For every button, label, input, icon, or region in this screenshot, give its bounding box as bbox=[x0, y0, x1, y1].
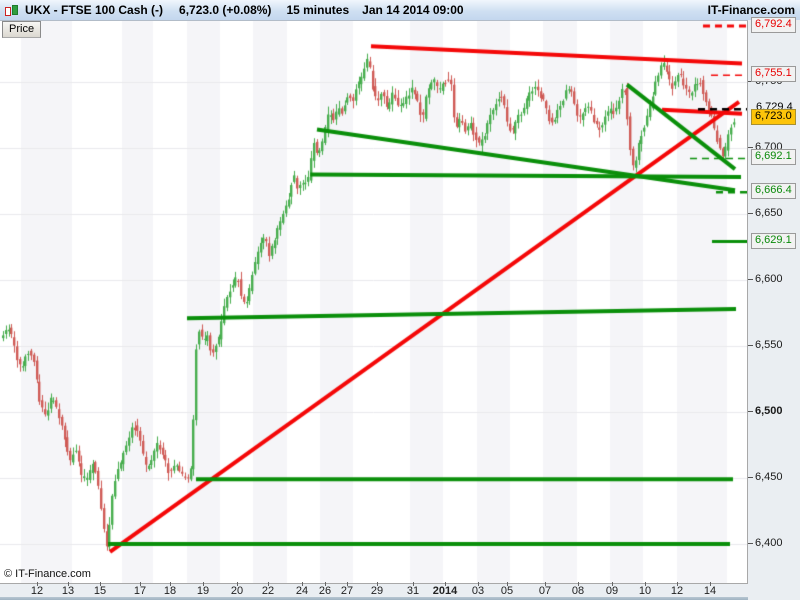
x-axis-date-label: 07 bbox=[538, 585, 552, 597]
y-axis-tick-mark bbox=[748, 81, 753, 82]
x-axis-date-label: 12 bbox=[30, 585, 44, 597]
x-axis-tick-mark bbox=[710, 582, 711, 586]
x-axis-tick-mark bbox=[578, 582, 579, 586]
y-axis-tick-mark bbox=[748, 213, 753, 214]
y-axis-tick-label: 6,400 bbox=[755, 537, 783, 549]
x-axis: 12 13 15 17 18 19 20 22 24 26 27 29 31 2014 03 05 07 08 09… bbox=[0, 582, 748, 597]
y-axis-tick-mark bbox=[748, 477, 753, 478]
x-axis-date-label: 17 bbox=[133, 585, 147, 597]
x-axis-date-label: 10 bbox=[638, 585, 652, 597]
x-axis-tick-mark bbox=[302, 582, 303, 586]
x-axis-date-label: 15 bbox=[93, 585, 107, 597]
y-axis-tick-label: 6,550 bbox=[755, 339, 783, 351]
price-tab[interactable]: Price bbox=[2, 21, 42, 38]
window-bottom-edge bbox=[0, 597, 800, 600]
x-axis-tick-mark bbox=[268, 582, 269, 586]
x-axis-tick-mark bbox=[237, 582, 238, 586]
x-axis-tick-mark bbox=[170, 582, 171, 586]
x-axis-tick-mark bbox=[100, 582, 101, 586]
x-axis-tick-mark bbox=[445, 582, 446, 586]
x-axis-date-label: 03 bbox=[471, 585, 485, 597]
y-axis-gutter: 6,7506,7006,6506,6006,5506,5006,4506,400… bbox=[748, 17, 800, 600]
y-axis-tick-label: 6,450 bbox=[755, 471, 783, 483]
price-level-label: 6,666.4 bbox=[751, 183, 796, 200]
x-axis-date-label: 20 bbox=[230, 585, 244, 597]
x-axis-date-label: 29 bbox=[370, 585, 384, 597]
title-bar: UKX - FTSE 100 Cash (-) 6,723.0 (+0.08%)… bbox=[0, 0, 800, 21]
x-axis-date-label: 22 bbox=[261, 585, 275, 597]
x-axis-tick-mark bbox=[203, 582, 204, 586]
current-price-label: 6,723.0 bbox=[751, 108, 796, 125]
x-axis-date-label: 12 bbox=[670, 585, 684, 597]
timeframe-label: 15 minutes bbox=[286, 3, 350, 17]
x-axis-tick-mark bbox=[545, 582, 546, 586]
y-axis-tick-mark bbox=[748, 279, 753, 280]
y-axis-tick-label: 6,500 bbox=[755, 405, 783, 417]
x-axis-tick-mark bbox=[325, 582, 326, 586]
x-axis-date-label: 09 bbox=[605, 585, 619, 597]
copyright-watermark: © IT-Finance.com bbox=[4, 568, 91, 580]
x-axis-date-label: 08 bbox=[571, 585, 585, 597]
x-axis-date-label: 26 bbox=[318, 585, 332, 597]
price-chart-canvas[interactable] bbox=[0, 21, 747, 583]
x-axis-date-label: 2014 bbox=[432, 585, 458, 597]
x-axis-tick-mark bbox=[68, 582, 69, 586]
chart-plot-area: © IT-Finance.com bbox=[0, 20, 748, 584]
x-axis-date-label: 18 bbox=[163, 585, 177, 597]
price-level-label: 6,792.4 bbox=[751, 17, 796, 34]
y-axis-tick-mark bbox=[748, 411, 753, 412]
x-axis-date-label: 27 bbox=[340, 585, 354, 597]
x-axis-date-label: 31 bbox=[406, 585, 420, 597]
price-level-label: 6,755.1 bbox=[751, 66, 796, 83]
x-axis-date-label: 05 bbox=[500, 585, 514, 597]
y-axis-tick-mark bbox=[748, 543, 753, 544]
symbol-title: UKX - FTSE 100 Cash (-) bbox=[25, 3, 164, 17]
y-axis-tick-label: 6,650 bbox=[755, 207, 783, 219]
brand-link[interactable]: IT-Finance.com bbox=[707, 3, 795, 17]
candlestick-chart-icon bbox=[4, 3, 19, 17]
x-axis-date-label: 24 bbox=[295, 585, 309, 597]
datetime-label: Jan 14 2014 09:00 bbox=[362, 3, 464, 17]
x-axis-tick-mark bbox=[413, 582, 414, 586]
x-axis-tick-mark bbox=[507, 582, 508, 586]
price-level-label: 6,692.1 bbox=[751, 149, 796, 166]
x-axis-tick-mark bbox=[377, 582, 378, 586]
x-axis-tick-mark bbox=[140, 582, 141, 586]
x-axis-date-label: 13 bbox=[61, 585, 75, 597]
x-axis-date-label: 19 bbox=[196, 585, 210, 597]
x-axis-date-label: 14 bbox=[703, 585, 717, 597]
x-axis-tick-mark bbox=[612, 582, 613, 586]
last-price-and-change: 6,723.0 (+0.08%) bbox=[179, 3, 272, 17]
x-axis-tick-mark bbox=[677, 582, 678, 586]
y-axis-tick-mark bbox=[748, 345, 753, 346]
x-axis-tick-mark bbox=[347, 582, 348, 586]
x-axis-tick-mark bbox=[478, 582, 479, 586]
price-level-label: 6,629.1 bbox=[751, 232, 796, 249]
x-axis-tick-mark bbox=[645, 582, 646, 586]
y-axis-tick-mark bbox=[748, 147, 753, 148]
y-axis-tick-label: 6,600 bbox=[755, 273, 783, 285]
x-axis-tick-mark bbox=[37, 582, 38, 586]
